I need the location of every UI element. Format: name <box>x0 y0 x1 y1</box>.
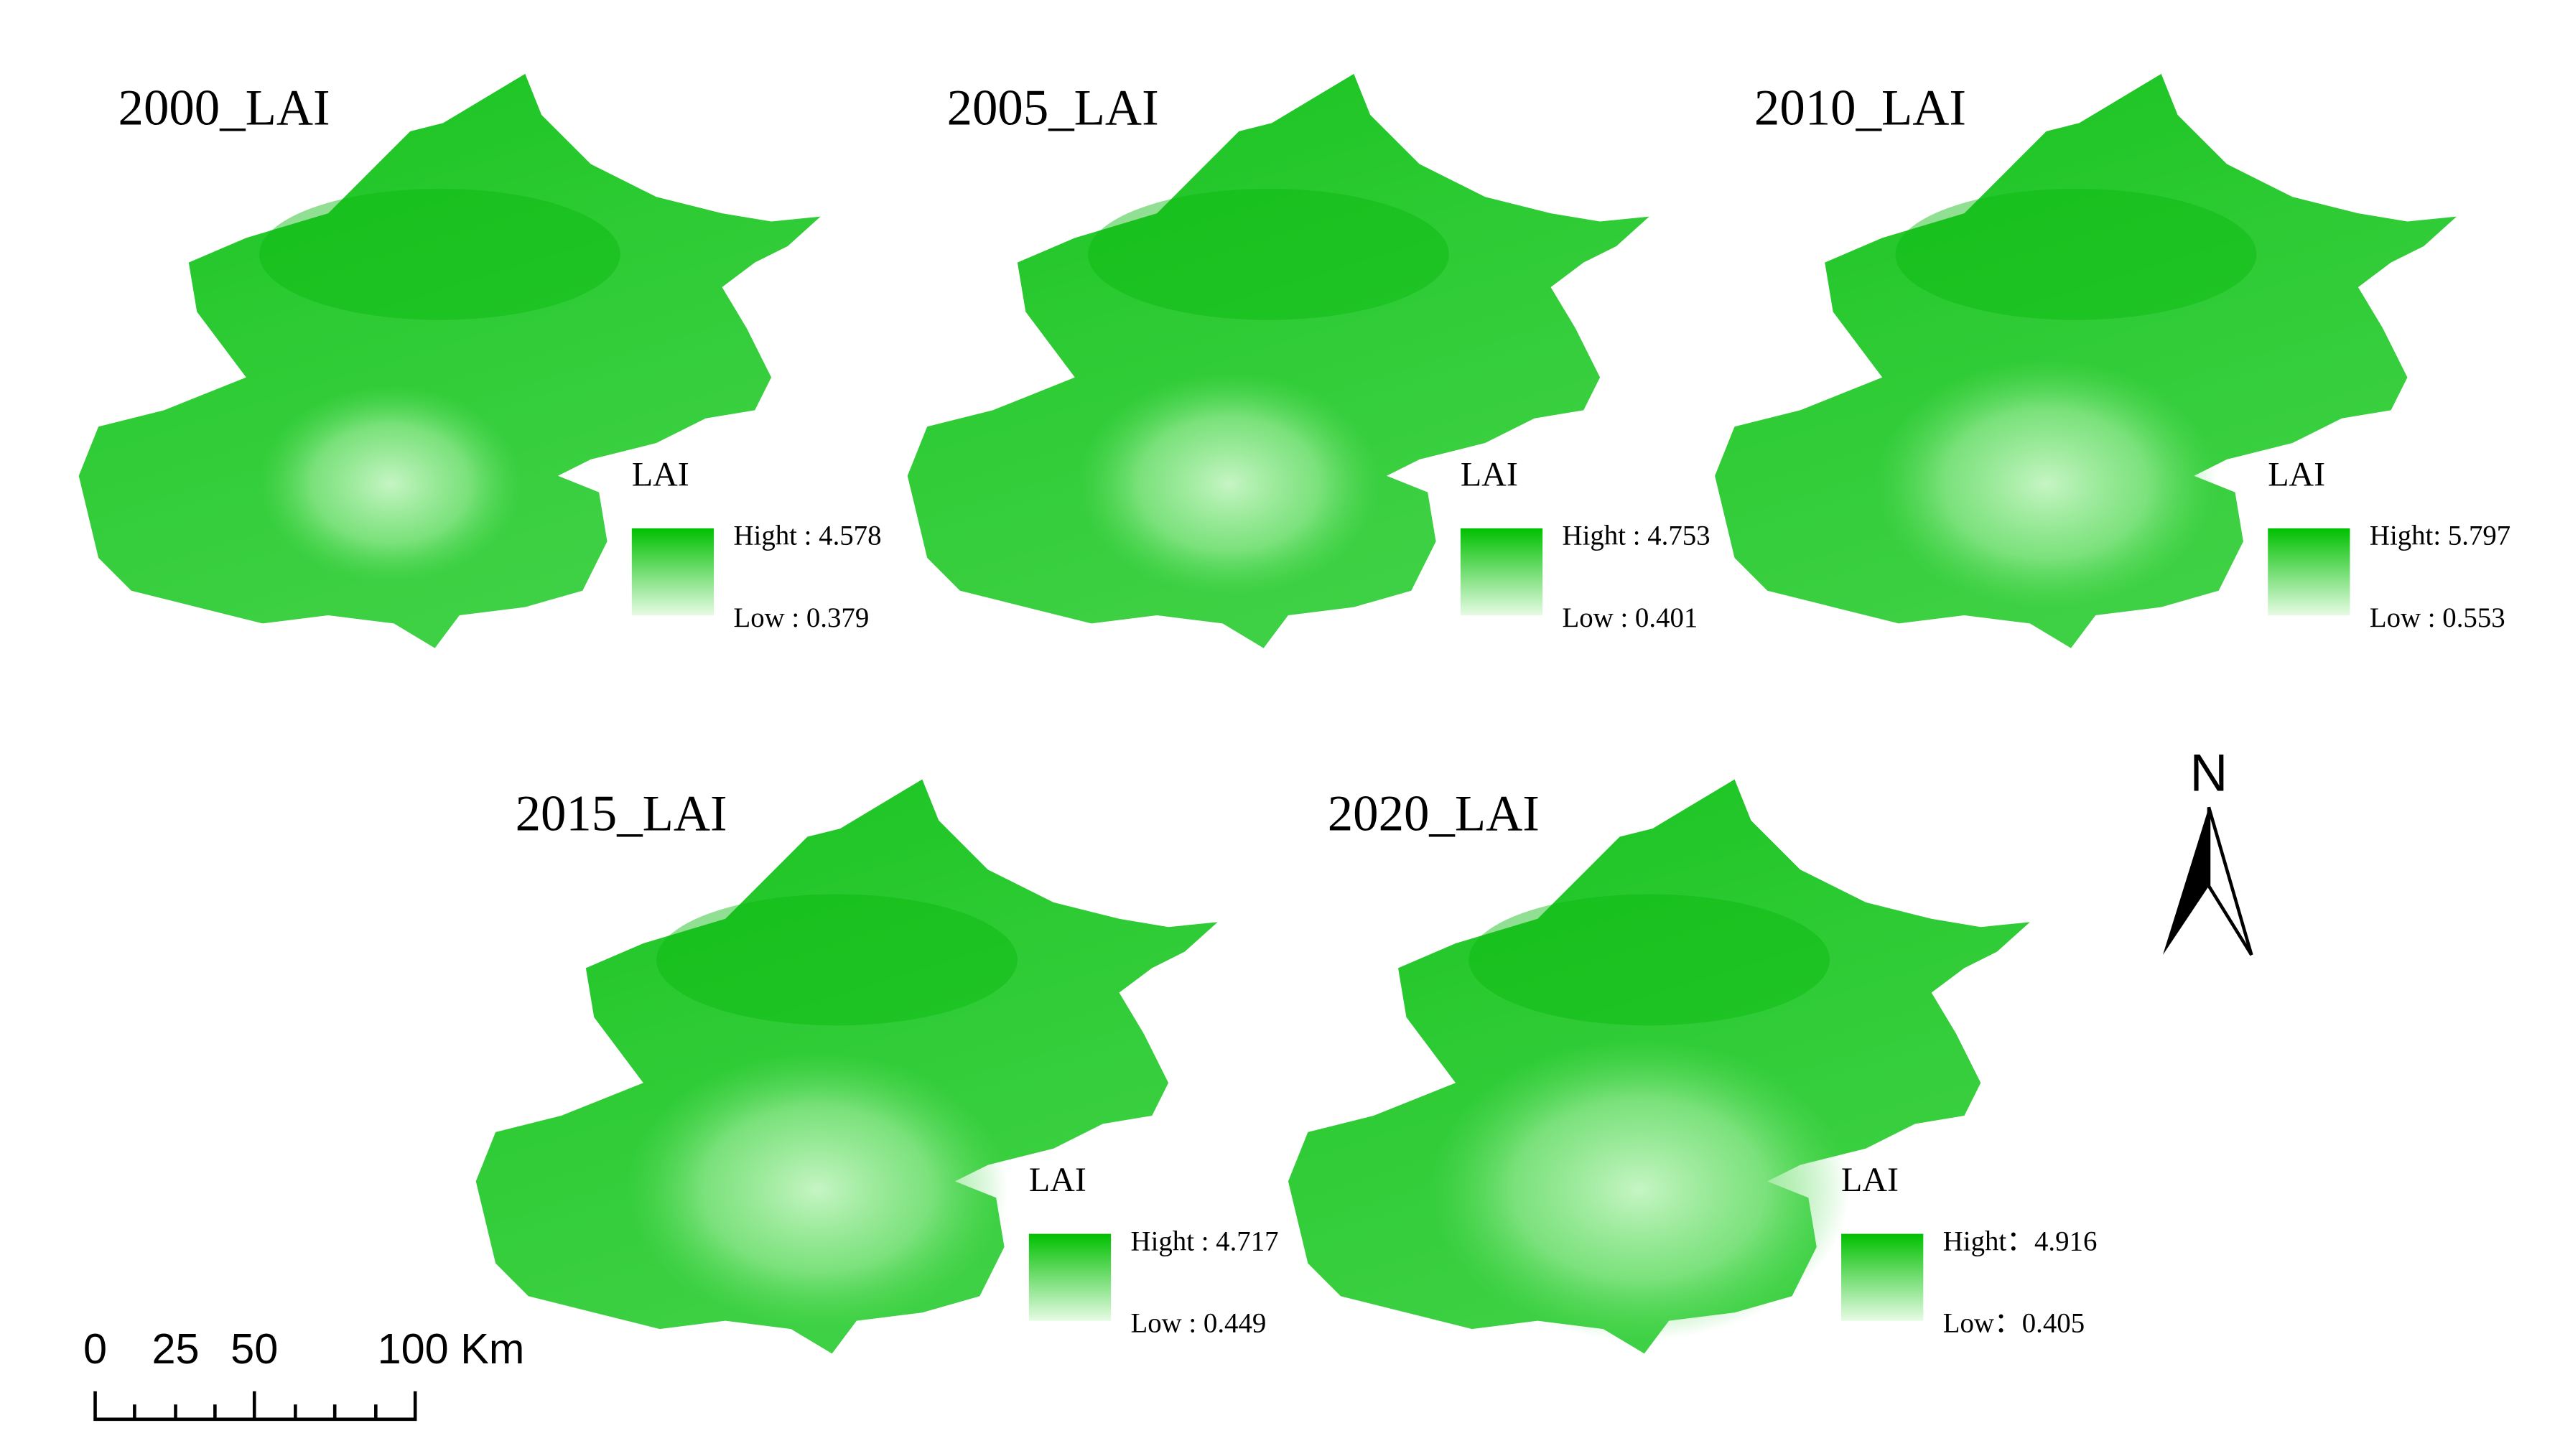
legend-ramp <box>1460 528 1543 616</box>
forest-core <box>1468 894 1830 1026</box>
legend-ramp <box>631 528 715 616</box>
legend-high: Hight: 5.797 <box>2370 521 2510 551</box>
legend-high: Hight : 4.578 <box>734 521 882 551</box>
legend-low: Low : 0.553 <box>2370 602 2505 633</box>
legend-low: Low : 0.379 <box>734 602 870 633</box>
map-panel: 2020_LAI LAI Hight：4.916 Low：0.405 <box>1288 779 2098 1354</box>
legend-low: Low : 0.449 <box>1131 1308 1267 1339</box>
legend-title: LAI <box>1029 1161 1086 1199</box>
urban-area <box>259 386 522 583</box>
scale-label: 100 Km <box>378 1325 525 1373</box>
forest-core <box>656 894 1018 1026</box>
north-label: N <box>2190 745 2228 803</box>
legend-high: Hight : 4.717 <box>1131 1226 1279 1256</box>
scale-label: 0 <box>83 1325 107 1373</box>
scale-bar: 0 25 50 100 Km <box>83 1325 525 1422</box>
legend-ramp <box>1841 1233 1924 1321</box>
legend-low: Low：0.405 <box>1943 1308 2085 1339</box>
legend-ramp <box>1028 1233 1112 1321</box>
urban-area <box>626 1051 1008 1327</box>
arrow-right <box>2207 806 2253 956</box>
legend-title: LAI <box>632 455 689 493</box>
panel-title: 2000_LAI <box>118 80 330 136</box>
panel-title: 2015_LAI <box>516 785 727 841</box>
legend-title: LAI <box>1461 455 1518 493</box>
panel-title: 2020_LAI <box>1328 785 1540 841</box>
forest-core <box>1088 188 1449 320</box>
forest-core <box>259 188 620 320</box>
legend-title: LAI <box>2268 455 2325 493</box>
panels: 2000_LAI LAI Hight : 4.578 Low : 0.379 2005_… <box>78 73 2510 1354</box>
urban-area <box>1429 1038 1850 1341</box>
legend-high: Hight：4.916 <box>1943 1226 2098 1256</box>
map-panel: 2000_LAI LAI Hight : 4.578 Low : 0.379 <box>78 73 882 648</box>
legend-ramp <box>2268 528 2350 616</box>
scale-line <box>93 1391 417 1422</box>
map-panel: 2010_LAI LAI Hight: 5.797 Low : 0.553 <box>1715 73 2510 648</box>
legend-low: Low : 0.401 <box>1563 602 1698 633</box>
arrow-left <box>2162 807 2209 956</box>
urban-area <box>1876 359 2217 609</box>
legend-high: Hight : 4.753 <box>1563 521 1710 551</box>
forest-core <box>1895 188 2257 320</box>
north-arrow: N <box>2162 745 2253 956</box>
map-panel: 2005_LAI LAI Hight : 4.753 Low : 0.401 <box>907 73 1710 648</box>
urban-area <box>1078 372 1380 596</box>
scale-label: 50 <box>231 1325 278 1373</box>
panel-title: 2010_LAI <box>1754 80 1966 136</box>
map-panel: 2015_LAI LAI Hight : 4.717 Low : 0.449 <box>475 779 1279 1354</box>
legend-title: LAI <box>1841 1161 1899 1199</box>
panel-title: 2005_LAI <box>947 80 1159 136</box>
scale-label: 25 <box>152 1325 199 1373</box>
